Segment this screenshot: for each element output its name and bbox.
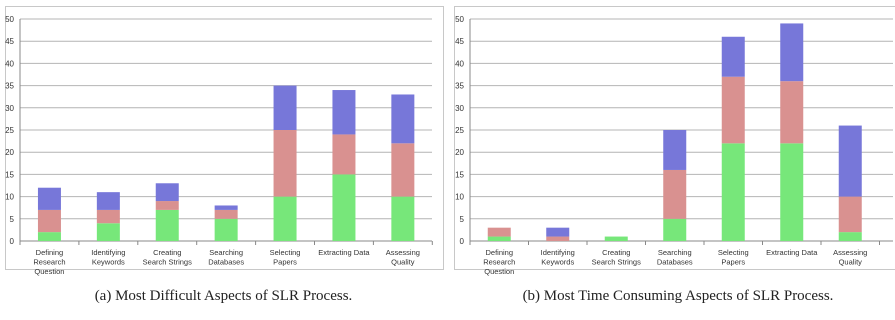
bar-segment-s0-c6 [838,232,862,241]
bar-segment-s1-c4 [273,130,297,197]
y-tick-label: 5 [460,215,465,224]
bar-segment-s2-c5 [780,23,804,82]
bar-segment-s1-c6 [391,143,415,197]
bar-segment-s0-c5 [780,143,804,241]
bar-segment-s0-c4 [273,196,297,241]
x-category-label: Keywords [92,258,125,267]
y-tick-label: 25 [455,126,464,135]
x-category-label: Question [484,267,514,276]
bar-segment-s0-c2 [155,209,179,241]
y-tick-label: 20 [455,148,464,157]
bar-segment-s0-c0 [487,236,511,241]
x-category-label: Identifying [91,248,125,257]
bar-segment-s1-c0 [37,209,61,233]
bar-segment-s1-c3 [663,169,687,219]
x-category-label: Extracting Data [766,248,818,257]
y-tick-label: 45 [5,37,14,46]
bar-segment-s1-c4 [721,76,745,144]
y-tick-label: 20 [5,148,14,157]
figure-a: 0 5 10 15 20 25 30 35 40 45 50 Defining Research Ques… [0,0,447,320]
bar-segment-s2-c6 [838,125,862,197]
x-category-label: Searching [209,248,243,257]
caption-a: (a) Most Difficult Aspects of SLR Proces… [94,288,353,304]
x-category-label: Defining [36,248,64,257]
bar-segment-s1-c5 [780,81,804,144]
bar-segment-s2-c2 [155,183,179,202]
bar-segment-s0-c3 [214,218,238,241]
x-category-label: Assessing [833,248,867,257]
bar-segment-s2-c3 [663,130,687,170]
y-tick-label: 5 [10,215,15,224]
x-category-label: Selecting [718,248,749,257]
stacked-bar-chart-b: 0 5 10 15 20 25 30 35 40 45 50 DefiningResearchQues… [455,15,893,276]
x-category-label: Research [483,258,515,267]
x-category-label: Search Strings [592,258,641,267]
y-tick-label: 50 [5,15,14,24]
y-tick-label: 35 [5,82,14,91]
x-category-label: Search Strings [143,258,192,267]
caption-b: (b) Most Time Consuming Aspects of SLR P… [522,288,834,304]
x-category-label: Papers [721,258,745,267]
x-category-label: Databases [208,258,244,267]
bar-segment-s2-c6 [391,94,415,144]
x-category-label: Papers [273,258,297,267]
x-category-label: Quality [839,258,863,267]
bar-segment-s2-c1 [96,192,120,210]
bar-segment-s0-c1 [96,223,120,241]
bar-segment-s2-c1 [546,227,570,237]
bar-segment-s1-c1 [96,209,120,224]
y-tick-label: 45 [455,37,464,46]
bar-segment-s0-c3 [663,218,687,241]
x-category-label: Selecting [270,248,301,257]
x-category-label: Creating [602,248,630,257]
bar-segment-s1-c0 [487,227,511,237]
figure-b: 0 5 10 15 20 25 30 35 40 45 50 Defining Research Ques… [448,0,895,320]
y-tick-label: 50 [455,15,464,24]
x-category-label: Searching [658,248,692,257]
bar-segment-s0-c5 [332,174,356,241]
x-category-label: Assessing [386,248,420,257]
x-category-label: Defining [485,248,513,257]
y-tick-label: 40 [455,59,464,68]
y-tick-label: 30 [455,104,464,113]
stacked-bar-chart-a: 0 5 10 15 20 25 30 35 40 45 50 DefiningResearchQues… [5,15,433,276]
bar-segment-s0-c2 [604,236,628,241]
bar-segment-s1-c6 [838,196,862,233]
x-category-label: Quality [391,258,415,267]
bar-segment-s2-c4 [273,85,297,130]
bar-segment-s0-c0 [37,232,61,241]
y-tick-label: 15 [455,170,464,179]
y-tick-label: 0 [10,237,15,246]
bar-segment-s2-c3 [214,205,238,210]
y-tick-label: 10 [5,193,14,202]
x-category-label: Databases [657,258,693,267]
x-category-label: Research [33,258,65,267]
x-category-label: Keywords [541,258,574,267]
bar-segment-s2-c5 [332,90,356,135]
y-tick-label: 30 [5,104,14,113]
y-tick-label: 35 [455,82,464,91]
y-tick-label: 10 [455,193,464,202]
x-category-label: Creating [153,248,181,257]
x-category-label: Identifying [541,248,575,257]
y-tick-label: 25 [5,126,14,135]
y-tick-label: 15 [5,170,14,179]
bar-segment-s0-c6 [391,196,415,241]
bar-segment-s1-c5 [332,134,356,175]
bar-segment-s1-c2 [155,201,179,210]
bar-segment-s2-c4 [721,36,745,77]
y-tick-label: 0 [460,237,465,246]
x-category-label: Question [34,267,64,276]
y-tick-label: 40 [5,59,14,68]
bar-segment-s0-c4 [721,143,745,241]
bar-segment-s1-c1 [546,236,570,241]
bar-segment-s1-c3 [214,209,238,219]
bar-segment-s2-c0 [37,187,61,210]
x-category-label: Extracting Data [318,248,370,257]
